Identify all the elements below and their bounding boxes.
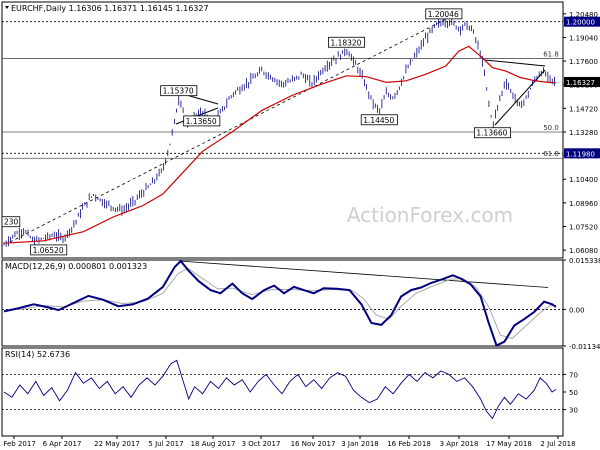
fib-level-label: 50.0 (543, 124, 559, 132)
rsi-panel-frame (1, 347, 564, 437)
price-label-text: 230 (4, 218, 19, 227)
price-ytick-label: 1.13280 (569, 129, 598, 137)
price-label-box (473, 127, 511, 139)
level-tag-label: 1.20000 (566, 19, 595, 27)
fib-level-label: 61.8 (543, 150, 559, 158)
x-tick-label: 3 Oct 2017 (242, 440, 281, 448)
rsi-ytick-label: 70 (569, 371, 578, 379)
rsi-ytick-label: 50 (569, 389, 578, 397)
title-marker-icon (5, 6, 9, 9)
price-label-box (160, 85, 198, 97)
x-tick-label: 3 Jan 2018 (341, 440, 379, 448)
x-tick-label: 17 May 2018 (486, 440, 532, 448)
current-price-tag: 1.16327 (566, 79, 595, 87)
macd-panel-frame (1, 259, 564, 347)
macd-ytick-label: -0.011346 (569, 343, 600, 351)
price-ytick-label: 1.10400 (569, 176, 598, 184)
price-label-text: 1.14450 (363, 116, 394, 125)
x-tick-label: 22 May 2017 (94, 440, 140, 448)
x-tick-label: 3 Apr 2018 (440, 440, 479, 448)
price-ytick-label: 1.07520 (569, 223, 598, 231)
rsi-line (3, 359, 557, 420)
x-tick-label: 5 Jul 2017 (148, 440, 183, 448)
macd-ytick-label: 0.015338 (569, 257, 600, 265)
rsi-ytick-label: 30 (569, 407, 578, 415)
price-panel-frame (1, 1, 564, 259)
price-label-box (30, 244, 68, 256)
price-ytick-label: 1.14720 (569, 105, 598, 113)
fib-level-label: 61.8 (543, 50, 559, 58)
level-tag-bg (564, 148, 600, 159)
price-ytick-label: 1.19040 (569, 34, 598, 42)
watermark: ActionForex.com (347, 203, 513, 227)
x-tick-label: 2 Jul 2018 (540, 440, 575, 448)
x-tick-label: 16 Feb 2018 (387, 440, 431, 448)
current-price-tag-bg (564, 76, 600, 87)
price-label-box (183, 115, 221, 127)
macd-divergence-line (180, 260, 549, 288)
price-label-text: 1.13660 (476, 129, 507, 138)
rsi-title: RSI(14) 52.6736 (5, 350, 70, 359)
price-label-box (360, 114, 398, 126)
x-tick-label: 16 Nov 2017 (291, 440, 336, 448)
price-label-text: 1.20046 (428, 10, 459, 19)
x-tick-label: 18 Aug 2017 (191, 440, 236, 448)
price-label-text: 1.06520 (33, 246, 64, 255)
price-label-box (328, 36, 366, 48)
price-chart-title: EURCHF,Daily 1.16306 1.16371 1.16145 1.1… (11, 4, 209, 13)
macd-title: MACD(12,26,9) 0.000801 0.001323 (5, 262, 147, 271)
price-ytick-label: 1.08960 (569, 200, 598, 208)
macd-ytick-label: 0.00 (569, 306, 585, 314)
level-tag-label: 1.11980 (566, 150, 595, 158)
price-ytick-label: 1.06080 (569, 247, 598, 255)
level-tag-bg (564, 16, 600, 27)
moving-average-line (3, 45, 557, 244)
price-ytick-label: 1.17600 (569, 58, 598, 66)
x-tick-label: 6 Apr 2017 (43, 440, 82, 448)
price-ytick-label: 1.20480 (569, 11, 598, 19)
price-label-box (425, 8, 463, 20)
price-label-box (1, 216, 21, 228)
price-label-text: 1.15370 (163, 87, 194, 96)
price-label-text: 1.18320 (330, 38, 361, 47)
price-label-text: 1.13650 (186, 117, 217, 126)
macd-line (3, 259, 557, 347)
triangle-line-upper (484, 59, 546, 67)
x-tick-label: 21 Feb 2017 (0, 440, 36, 448)
